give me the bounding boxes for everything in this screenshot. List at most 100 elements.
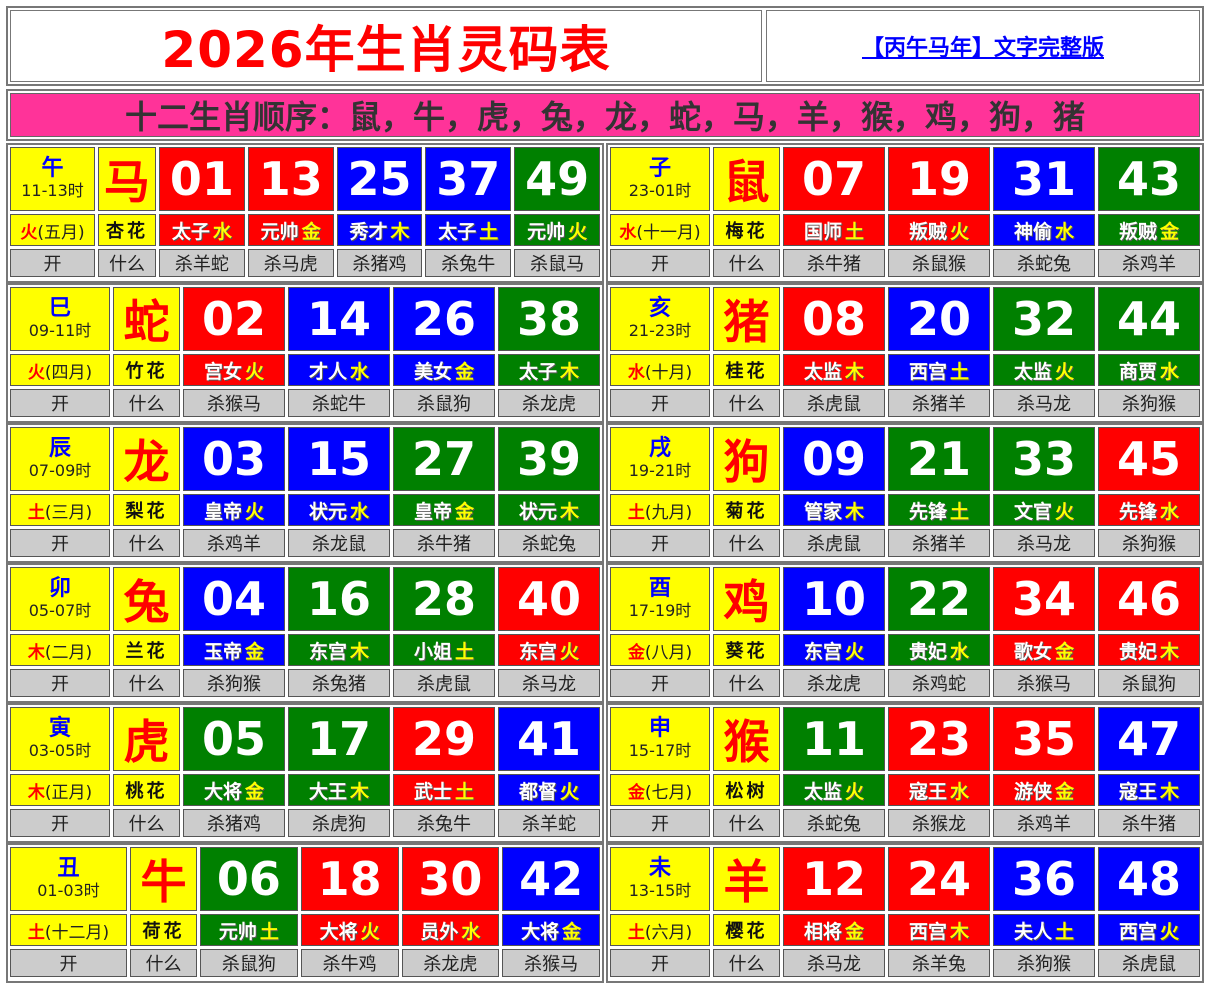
month: (正月) <box>44 782 93 803</box>
title-element: 火 <box>245 500 265 523</box>
title: 贵妃 <box>908 640 947 663</box>
title: 太子 <box>438 220 477 243</box>
page-title: 2026年生肖灵码表 <box>161 21 611 79</box>
kill-text: 杀猪羊 <box>912 394 966 415</box>
kill-cell: 杀猪羊 <box>888 389 990 417</box>
title-label: 皇帝金 <box>414 497 474 524</box>
open-label: 开 <box>59 954 78 975</box>
zodiac-block-2: 巳 09-11时蛇 02 14 26 38 火(四月) 竹花 宫女火才人水美女金太子木开什么 杀猴… <box>6 283 604 423</box>
number-cell: 39 <box>498 427 600 491</box>
earthly-branch: 亥 <box>648 296 671 321</box>
element: 土 <box>27 922 45 943</box>
animal-cell: 马 <box>98 147 156 211</box>
lucky-number: 46 <box>1116 572 1181 626</box>
animal-cell: 狗 <box>713 427 780 491</box>
kill-cell: 杀鼠狗 <box>393 389 495 417</box>
kill-cell: 杀牛猪 <box>393 529 495 557</box>
lucky-number: 05 <box>201 712 266 766</box>
kill-text: 杀狗猴 <box>1122 394 1176 415</box>
title-label: 宫女火 <box>204 357 264 384</box>
kill-cell: 杀鸡羊 <box>993 809 1095 837</box>
title-label: 大将金 <box>521 917 581 944</box>
flower: 松树 <box>725 781 768 802</box>
kill-cell: 杀龙虎 <box>783 669 885 697</box>
number-cell: 13 <box>247 147 334 211</box>
kill-cell: 杀马龙 <box>783 949 885 977</box>
kill-cell: 杀猴马 <box>183 389 285 417</box>
open-cell: 开 <box>10 249 95 277</box>
title-cell: 美女金 <box>393 354 495 386</box>
kill-text: 杀蛇兔 <box>807 814 861 835</box>
lucky-number: 08 <box>801 292 866 346</box>
title-label: 神偷水 <box>1014 217 1074 244</box>
earthly-branch: 午 <box>41 156 64 181</box>
title-cell: 东宫火 <box>783 634 885 666</box>
animal-cell: 猪 <box>713 287 780 351</box>
element-month: 火(四月) <box>28 358 92 383</box>
title-element: 水 <box>1160 360 1180 383</box>
title-element: 木 <box>845 360 865 383</box>
title-element: 木 <box>560 500 580 523</box>
number-cell: 20 <box>888 287 990 351</box>
open-label: 开 <box>651 674 669 695</box>
number-row: 申 15-17时猴 11 23 35 47 <box>610 707 1200 771</box>
kill-text: 杀鼠猴 <box>912 254 966 275</box>
title: 东宫 <box>308 640 347 663</box>
open-cell: 开 <box>610 949 710 977</box>
earthly-branch: 辰 <box>48 436 71 461</box>
title-cell: 太监木 <box>783 354 885 386</box>
title-element: 水 <box>212 220 232 243</box>
title-cell: 叛贼火 <box>888 214 990 246</box>
branch-cell: 丑 01-03时 <box>10 847 127 911</box>
title-element: 金 <box>1160 220 1180 243</box>
kill-text: 杀虎鼠 <box>807 394 861 415</box>
zodiac-animal: 鸡 <box>723 575 770 629</box>
title-label: 才人水 <box>309 357 369 384</box>
kill-text: 杀牛鸡 <box>322 954 377 975</box>
title-element: 水 <box>350 360 370 383</box>
element-month: 火(五月) <box>20 218 84 243</box>
element: 火 <box>20 222 38 243</box>
number-cell: 09 <box>783 427 885 491</box>
open-label: 开 <box>651 534 669 555</box>
title-cell: 皇帝火 <box>183 494 285 526</box>
title-label: 美女金 <box>414 357 474 384</box>
title-cell: 元帅火 <box>514 214 600 246</box>
what-cell: 什么 <box>713 809 780 837</box>
kill-text: 杀龙虎 <box>423 954 478 975</box>
number-row: 未 13-15时羊 12 24 36 48 <box>610 847 1200 911</box>
animal-cell: 鸡 <box>713 567 780 631</box>
lucky-number: 27 <box>411 432 476 486</box>
title-element: 木 <box>1160 640 1180 663</box>
title-cell: 太子水 <box>159 214 245 246</box>
title: 才人 <box>308 360 347 383</box>
title-cell: 皇帝金 <box>393 494 495 526</box>
kill-cell: 杀猪鸡 <box>183 809 285 837</box>
title-element: 火 <box>568 220 588 243</box>
lucky-number: 02 <box>201 292 266 346</box>
title: 国师 <box>803 220 842 243</box>
full-text-version-link[interactable]: 【丙午马年】文字完整版 <box>861 36 1104 61</box>
title-element: 金 <box>1055 640 1075 663</box>
title-element: 金 <box>562 920 582 943</box>
kill-text: 杀牛猪 <box>807 254 861 275</box>
kill-text: 杀猴龙 <box>912 814 966 835</box>
open-cell: 开 <box>10 809 110 837</box>
kill-cell: 杀虎鼠 <box>1098 949 1200 977</box>
kill-cell: 杀蛇兔 <box>783 809 885 837</box>
zodiac-block-3: 亥 21-23时猪 08 20 32 44 水(十月) 桂花 太监木西宫土太监火商贾水开什么 杀虎… <box>606 283 1204 423</box>
title-element: 土 <box>479 220 499 243</box>
zodiac-block-8: 寅 03-05时虎 05 17 29 41 木(正月) 桃花 大将金大王木武士土都督火开什么 杀猪… <box>6 703 604 843</box>
number-cell: 12 <box>783 847 885 911</box>
title-cell: 太监火 <box>993 354 1095 386</box>
kill-row: 开 什么 杀马龙 杀羊兔 杀狗猴 杀虎鼠 <box>610 949 1200 977</box>
branch-cell: 亥 21-23时 <box>610 287 710 351</box>
element-month: 金(八月) <box>628 638 692 663</box>
open-cell: 开 <box>610 669 710 697</box>
kill-cell: 杀虎鼠 <box>783 529 885 557</box>
month: (十一月) <box>636 222 701 243</box>
number-cell: 26 <box>393 287 495 351</box>
number-cell: 48 <box>1098 847 1200 911</box>
title: 游侠 <box>1013 780 1052 803</box>
title-label: 叛贼火 <box>909 217 969 244</box>
